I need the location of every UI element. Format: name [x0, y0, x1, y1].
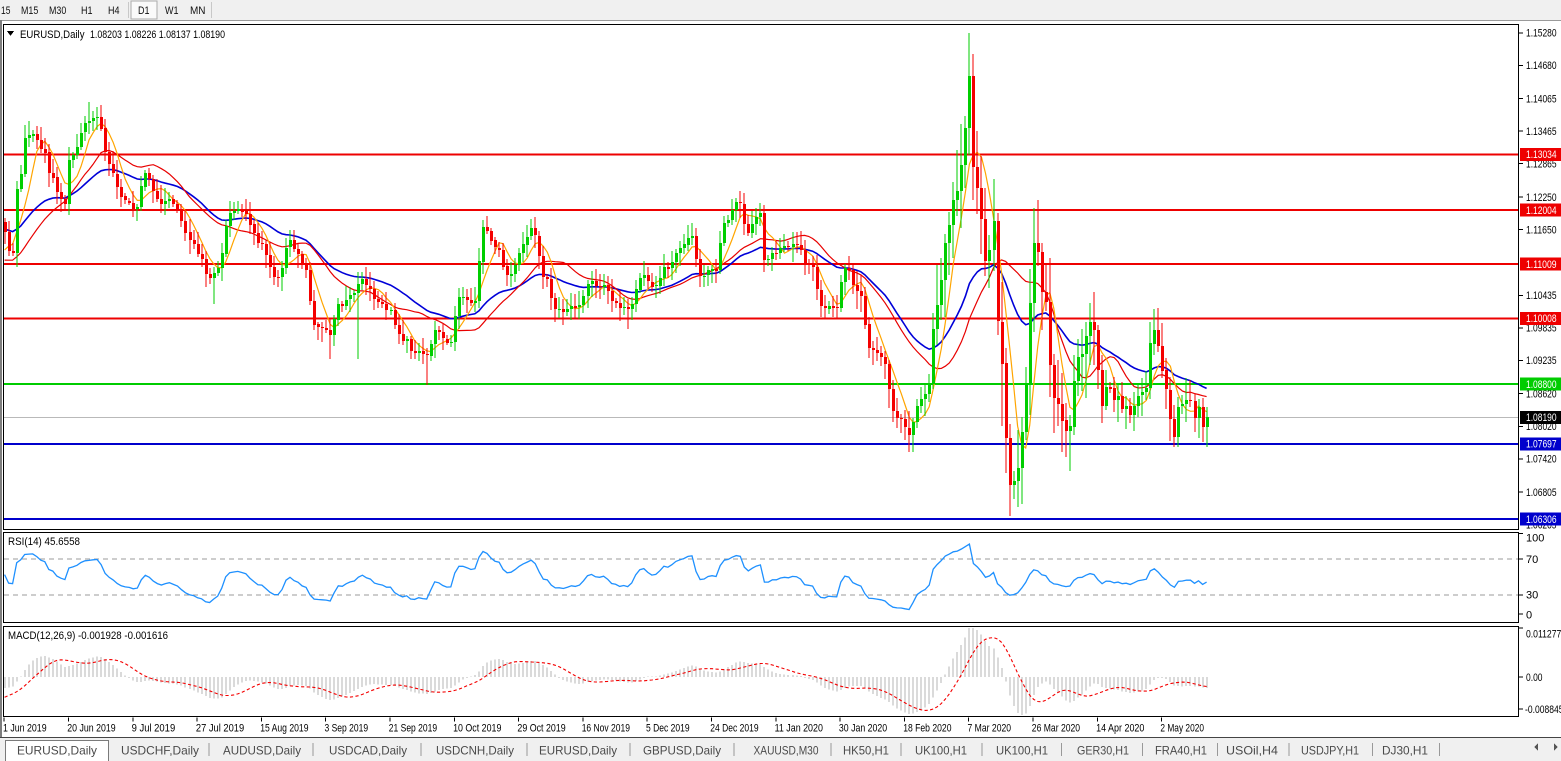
svg-text:0: 0: [1526, 610, 1532, 622]
svg-text:1.08800: 1.08800: [1526, 379, 1557, 391]
svg-text:UK100,H1: UK100,H1: [996, 744, 1048, 758]
svg-text:1.08020: 1.08020: [1526, 421, 1557, 433]
svg-text:MN: MN: [190, 5, 206, 17]
svg-text:30 Jan 2020: 30 Jan 2020: [839, 723, 887, 735]
svg-text:1.11009: 1.11009: [1526, 259, 1557, 271]
svg-text:10 Oct 2019: 10 Oct 2019: [453, 723, 501, 735]
svg-text:H1: H1: [81, 5, 93, 17]
svg-text:1 Jun 2019: 1 Jun 2019: [3, 723, 47, 735]
svg-text:DJ30,H1: DJ30,H1: [1382, 744, 1428, 758]
svg-text:9 Jul 2019: 9 Jul 2019: [132, 723, 176, 735]
svg-text:16 Nov 2019: 16 Nov 2019: [582, 723, 630, 735]
svg-text:GBPUSD,Daily: GBPUSD,Daily: [643, 744, 721, 758]
svg-text:0.00: 0.00: [1526, 672, 1543, 684]
svg-text:1.15280: 1.15280: [1526, 28, 1557, 40]
svg-text:1.08620: 1.08620: [1526, 389, 1557, 401]
svg-text:HK50,H1: HK50,H1: [843, 744, 889, 758]
svg-text:1.10435: 1.10435: [1526, 290, 1557, 302]
svg-text:1.13465: 1.13465: [1526, 126, 1557, 138]
svg-text:14 Apr 2020: 14 Apr 2020: [1096, 723, 1144, 735]
svg-text:1.10008: 1.10008: [1526, 313, 1557, 325]
svg-text:100: 100: [1526, 533, 1544, 545]
svg-text:W1: W1: [165, 5, 179, 17]
svg-text:-0.008845: -0.008845: [1525, 704, 1561, 716]
svg-text:15: 15: [1, 5, 10, 17]
svg-text:15 Aug 2019: 15 Aug 2019: [260, 723, 308, 735]
svg-text:USDCNH,Daily: USDCNH,Daily: [436, 744, 514, 758]
svg-text:1.06306: 1.06306: [1526, 514, 1557, 526]
svg-text:H4: H4: [108, 5, 120, 17]
svg-text:USOil,H4: USOil,H4: [1226, 744, 1278, 758]
svg-text:M15: M15: [21, 5, 38, 17]
svg-text:XAUUSD,M30: XAUUSD,M30: [754, 744, 819, 758]
svg-text:18 Feb 2020: 18 Feb 2020: [903, 723, 951, 735]
svg-text:1.09835: 1.09835: [1526, 323, 1557, 335]
svg-text:2 May 2020: 2 May 2020: [1160, 723, 1204, 735]
svg-text:MACD(12,26,9) -0.001928 -0.001: MACD(12,26,9) -0.001928 -0.001616: [8, 630, 168, 642]
svg-text:24 Dec 2019: 24 Dec 2019: [710, 723, 758, 735]
svg-text:EURUSD,Daily: EURUSD,Daily: [539, 744, 617, 758]
svg-text:RSI(14) 45.6558: RSI(14) 45.6558: [8, 536, 80, 548]
svg-text:USDJPY,H1: USDJPY,H1: [1301, 744, 1359, 758]
svg-text:1.12250: 1.12250: [1526, 192, 1557, 204]
svg-text:1.08190: 1.08190: [1526, 412, 1557, 424]
svg-text:M30: M30: [49, 5, 66, 17]
svg-text:GER30,H1: GER30,H1: [1077, 744, 1129, 758]
svg-text:1.14065: 1.14065: [1526, 93, 1557, 105]
svg-text:29 Oct 2019: 29 Oct 2019: [517, 723, 565, 735]
svg-text:D1: D1: [138, 5, 150, 17]
svg-text:1.07697: 1.07697: [1526, 439, 1557, 451]
svg-text:EURUSD,Daily: EURUSD,Daily: [20, 29, 85, 41]
svg-text:1.11650: 1.11650: [1526, 224, 1557, 236]
svg-text:USDCHF,Daily: USDCHF,Daily: [121, 744, 199, 758]
svg-text:11 Jan 2020: 11 Jan 2020: [775, 723, 823, 735]
svg-text:1.12865: 1.12865: [1526, 159, 1557, 171]
svg-text:1.06805: 1.06805: [1526, 487, 1557, 499]
svg-text:21 Sep 2019: 21 Sep 2019: [389, 723, 437, 735]
svg-text:FRA40,H1: FRA40,H1: [1155, 744, 1207, 758]
svg-text:0.011277: 0.011277: [1526, 628, 1561, 640]
svg-text:7 Mar 2020: 7 Mar 2020: [968, 723, 1012, 735]
svg-text:1.08203 1.08226 1.08137 1.0819: 1.08203 1.08226 1.08137 1.08190: [90, 29, 225, 41]
svg-text:EURUSD,Daily: EURUSD,Daily: [17, 744, 97, 758]
svg-text:20 Jun 2019: 20 Jun 2019: [67, 723, 115, 735]
svg-text:1.09235: 1.09235: [1526, 355, 1557, 367]
svg-text:26 Mar 2020: 26 Mar 2020: [1032, 723, 1080, 735]
svg-text:1.14680: 1.14680: [1526, 60, 1557, 72]
svg-text:70: 70: [1526, 554, 1538, 566]
svg-text:1.07420: 1.07420: [1526, 454, 1557, 466]
svg-text:USDCAD,Daily: USDCAD,Daily: [329, 744, 407, 758]
svg-text:1.12004: 1.12004: [1526, 205, 1557, 217]
svg-text:30: 30: [1526, 590, 1538, 602]
svg-text:5 Dec 2019: 5 Dec 2019: [646, 723, 690, 735]
svg-text:AUDUSD,Daily: AUDUSD,Daily: [223, 744, 301, 758]
svg-text:1.13034: 1.13034: [1526, 149, 1557, 161]
svg-text:27 Jul 2019: 27 Jul 2019: [196, 723, 244, 735]
svg-text:3 Sep 2019: 3 Sep 2019: [325, 723, 369, 735]
svg-text:UK100,H1: UK100,H1: [915, 744, 967, 758]
